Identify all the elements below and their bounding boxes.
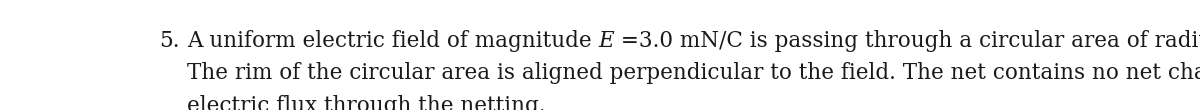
Text: The rim of the circular area is aligned perpendicular to the field. The net cont: The rim of the circular area is aligned … — [187, 62, 1200, 84]
Text: =3.0 mN/C is passing through a circular area of radius,: =3.0 mN/C is passing through a circular … — [614, 30, 1200, 52]
Text: A uniform electric field of magnitude: A uniform electric field of magnitude — [187, 30, 599, 52]
Text: 5.: 5. — [160, 30, 180, 52]
Text: electric flux through the netting.: electric flux through the netting. — [187, 94, 546, 110]
Text: E: E — [599, 30, 614, 52]
